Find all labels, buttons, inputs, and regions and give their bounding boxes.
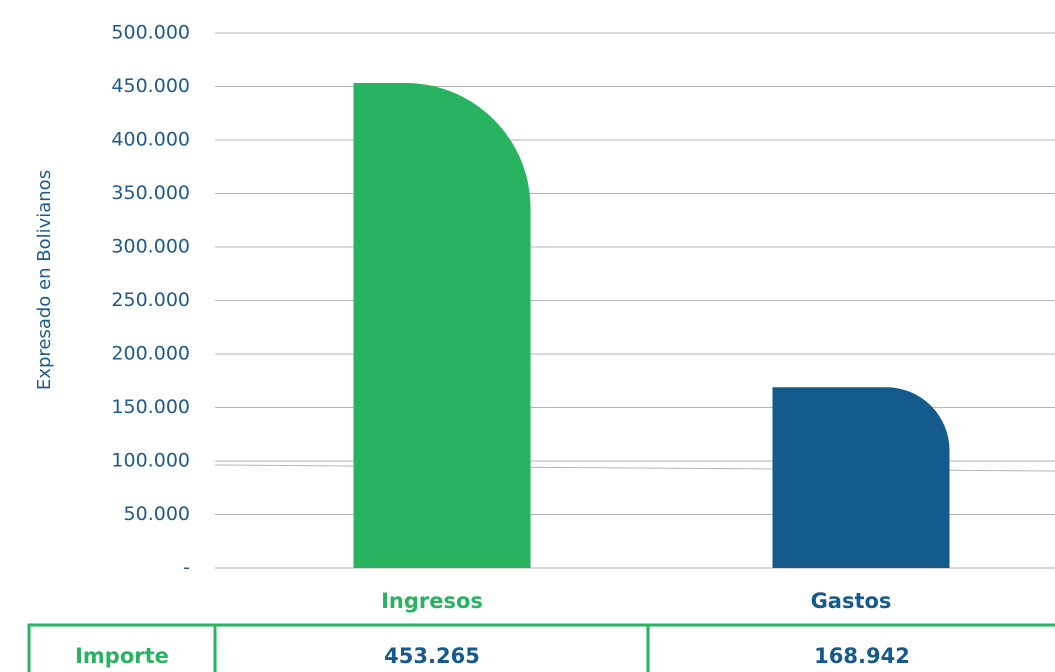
y-tick-label: 500.000 (111, 22, 190, 44)
y-tick-label: 300.000 (111, 236, 190, 258)
y-tick-label: 150.000 (111, 396, 190, 418)
y-tick-label: 350.000 (111, 182, 190, 204)
y-tick-label: 100.000 (111, 450, 190, 472)
y-tick-label: - (183, 557, 190, 579)
table-cell-ingresos: 453.265 (384, 644, 480, 668)
y-axis-ticks: - 50.000 100.000 150.000 200.000 250.000 300.0… (111, 22, 190, 579)
y-tick-label: 200.000 (111, 343, 190, 365)
y-tick-label: 400.000 (111, 129, 190, 151)
bars (353, 83, 950, 569)
table-cell-gastos: 168.942 (814, 644, 910, 668)
y-axis-label: Expresado en Bolivianos (34, 170, 55, 390)
y-tick-label: 50.000 (124, 503, 190, 525)
bar-ingresos (353, 83, 531, 569)
y-tick-label: 250.000 (111, 289, 190, 311)
category-label-ingresos: Ingresos (381, 589, 483, 613)
table-row-label: Importe (75, 644, 169, 668)
category-label-gastos: Gastos (811, 589, 892, 613)
table-border (27, 623, 1055, 672)
value-table: Importe 453.265 168.942 (27, 623, 1055, 672)
category-labels: Ingresos Gastos (381, 589, 891, 613)
y-tick-label: 450.000 (111, 75, 190, 97)
bar-gastos (772, 387, 950, 568)
